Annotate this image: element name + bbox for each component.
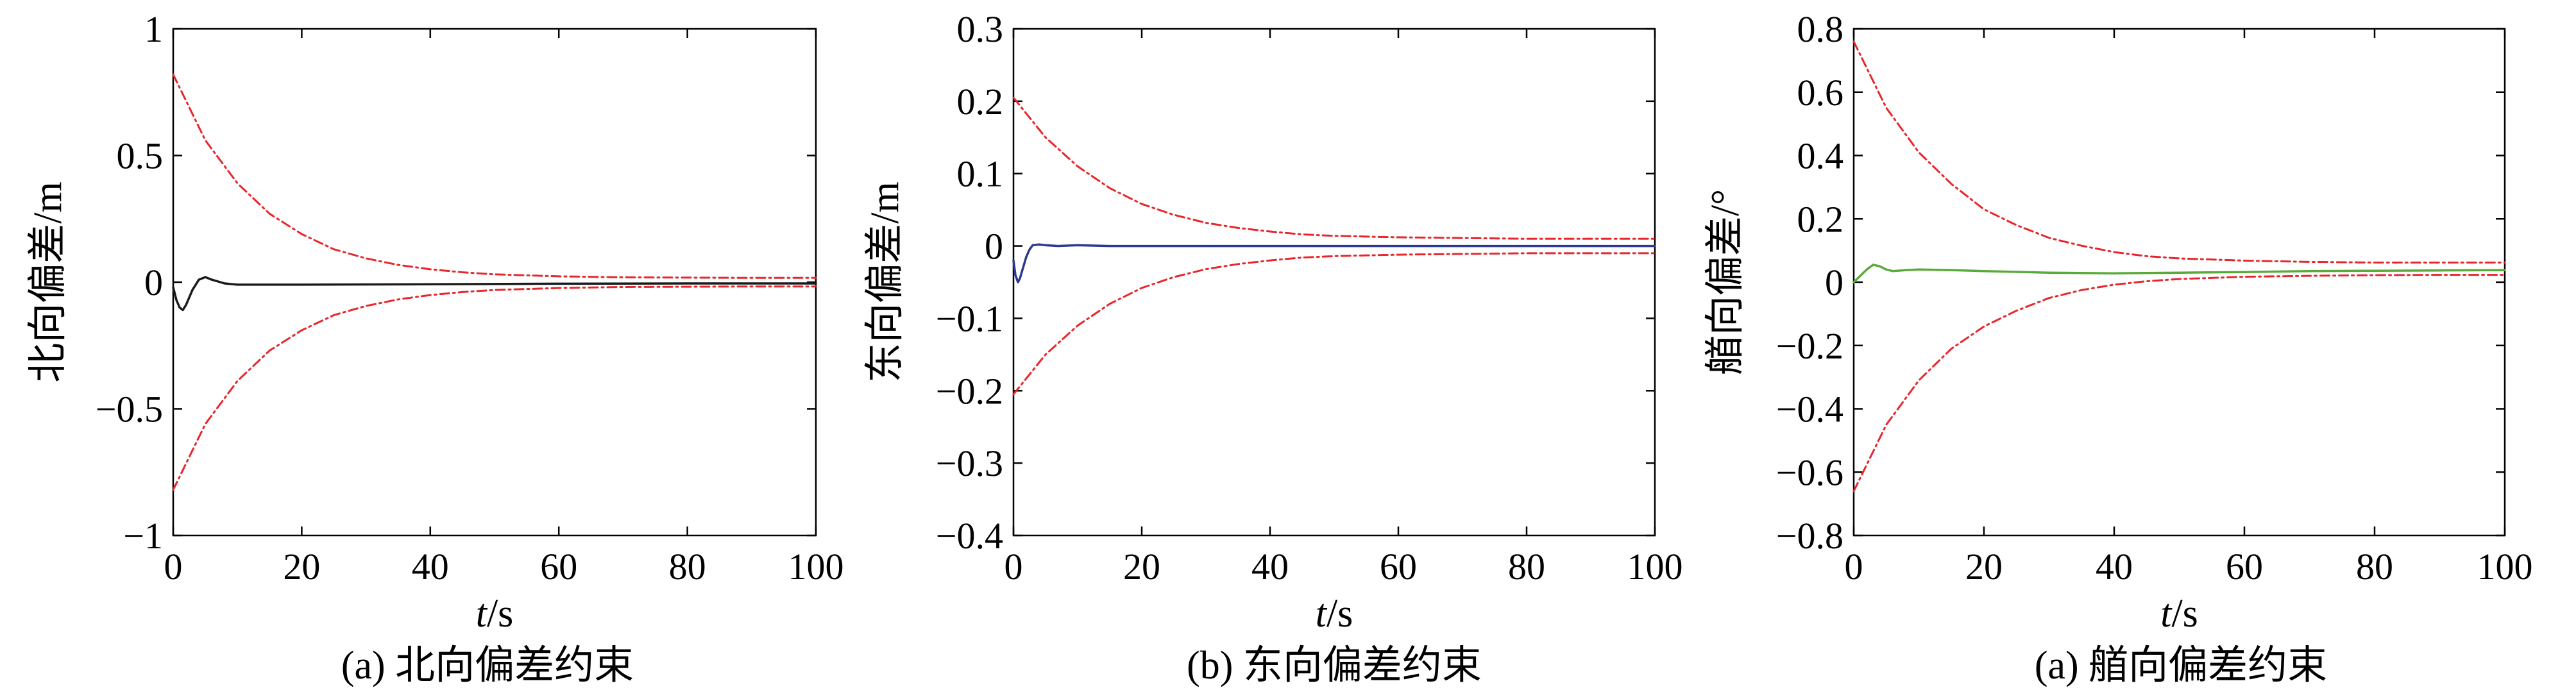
panel-caption: (a) 北向偏差约束 bbox=[341, 644, 634, 687]
x-tick-label: 0 bbox=[1004, 546, 1023, 587]
x-tick-label: 60 bbox=[2226, 546, 2263, 587]
y-tick-label: −0.5 bbox=[96, 389, 163, 430]
series-line-error bbox=[1012, 243, 1656, 283]
plot-frame bbox=[1012, 28, 1656, 537]
x-tick-label: 80 bbox=[669, 546, 706, 587]
y-tick-label: −0.4 bbox=[1776, 389, 1843, 430]
x-tick-label: 100 bbox=[788, 546, 844, 587]
x-tick-label: 40 bbox=[412, 546, 449, 587]
x-axis-label: t/s bbox=[1316, 592, 1353, 636]
series-line-error bbox=[172, 276, 817, 312]
series-line-lower-bound bbox=[1012, 252, 1656, 396]
x-tick-label: 80 bbox=[2356, 546, 2393, 587]
chart-panel-3: 0 20 40 60 80 100 0.8 0.6 0.4 0.2 0 −0.2 −0.4 −0.6 −0.… bbox=[1704, 8, 2533, 687]
x-tick-label: 40 bbox=[1251, 546, 1289, 587]
y-tick-label: 0.2 bbox=[1797, 198, 1844, 240]
x-tick-label: 100 bbox=[2477, 546, 2533, 587]
y-tick-label: 0 bbox=[985, 226, 1003, 267]
x-tick-label: 60 bbox=[540, 546, 577, 587]
y-tick-label: 0 bbox=[1825, 262, 1843, 303]
x-tick-label: 100 bbox=[1627, 546, 1683, 587]
y-tick-label: −0.6 bbox=[1776, 451, 1843, 493]
x-axis-label: t/s bbox=[2160, 592, 2198, 636]
series-line-error bbox=[1852, 264, 2506, 283]
plot-frame bbox=[172, 28, 817, 537]
y-tick-label: 0.2 bbox=[957, 81, 1004, 122]
chart-panel-1: 0 20 40 60 80 100 1 0.5 0 −0.5 −1 t/s 北向偏差/m (a) 北向偏差… bbox=[26, 8, 844, 687]
y-tick-label: −0.1 bbox=[936, 298, 1003, 339]
y-tick-label: −0.3 bbox=[936, 442, 1003, 484]
series-line-upper-bound bbox=[1852, 40, 2506, 264]
y-tick-label: −0.8 bbox=[1776, 515, 1843, 557]
x-tick-label: 80 bbox=[1508, 546, 1545, 587]
y-tick-label: −1 bbox=[123, 515, 163, 557]
chart-panel-2: 0 20 40 60 80 100 0.3 0.2 0.1 0 −0.1 −0.2 −0.3 −0.4 t/… bbox=[863, 8, 1683, 687]
y-axis-label: 东向偏差/m bbox=[863, 181, 907, 382]
panel-caption: (b) 东向偏差约束 bbox=[1187, 644, 1482, 687]
series-line-upper-bound bbox=[1012, 96, 1656, 240]
series-line-upper-bound bbox=[172, 73, 817, 279]
panel-caption: (a) 艏向偏差约束 bbox=[2035, 644, 2327, 687]
y-tick-label: −0.4 bbox=[936, 515, 1003, 557]
series-line-lower-bound bbox=[172, 285, 817, 491]
y-tick-label: −0.2 bbox=[1776, 325, 1843, 367]
x-tick-label: 0 bbox=[1845, 546, 1863, 587]
y-tick-label: 0.5 bbox=[117, 135, 164, 177]
x-tick-label: 60 bbox=[1380, 546, 1417, 587]
y-axis-label: 艏向偏差/° bbox=[1704, 189, 1747, 375]
y-tick-label: 1 bbox=[144, 8, 163, 50]
x-tick-label: 0 bbox=[164, 546, 183, 587]
x-tick-label: 40 bbox=[2096, 546, 2133, 587]
series-line-lower-bound bbox=[1852, 274, 2506, 493]
x-tick-label: 20 bbox=[283, 546, 320, 587]
y-tick-label: 0.3 bbox=[957, 8, 1004, 50]
x-axis-label: t/s bbox=[476, 592, 514, 636]
y-tick-label: 0.1 bbox=[957, 153, 1004, 195]
y-tick-label: 0.6 bbox=[1797, 72, 1844, 114]
y-tick-label: 0.4 bbox=[1797, 135, 1844, 177]
plot-frame bbox=[1852, 28, 2506, 537]
y-tick-label: 0.8 bbox=[1797, 8, 1844, 50]
y-tick-label: −0.2 bbox=[936, 370, 1003, 412]
y-axis-label: 北向偏差/m bbox=[26, 181, 70, 382]
y-tick-label: 0 bbox=[144, 262, 163, 303]
x-tick-label: 20 bbox=[1123, 546, 1160, 587]
x-tick-label: 20 bbox=[1965, 546, 2003, 587]
